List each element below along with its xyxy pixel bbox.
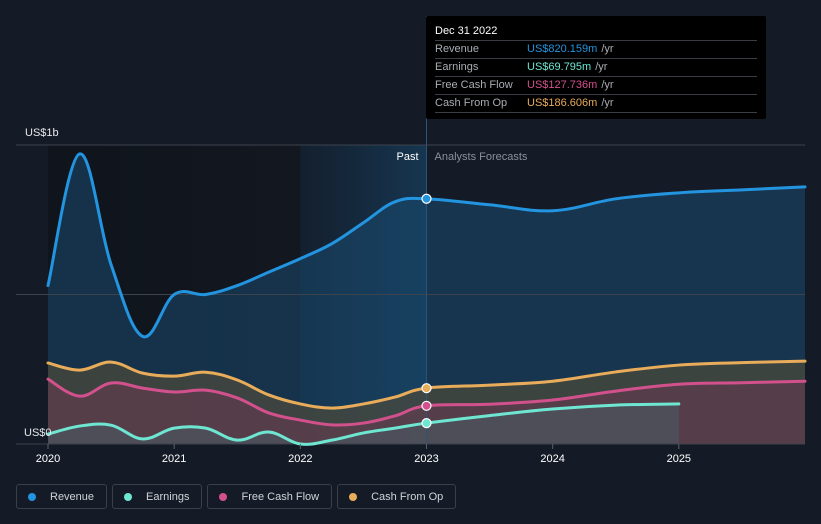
- earnings-dot-icon: [124, 492, 133, 501]
- revenue-line: [46, 152, 807, 339]
- tooltip-value: US$127.736m: [527, 79, 598, 91]
- legend-item-free-cash-flow[interactable]: Free Cash Flow: [207, 484, 333, 509]
- tooltip-value: US$820.159m: [527, 43, 598, 55]
- x-tick-label: 2024: [540, 453, 564, 465]
- free-cash-flow-marker: [421, 400, 432, 411]
- cash-from-op-dot-icon: [349, 492, 358, 501]
- legend-label: Free Cash Flow: [241, 490, 320, 503]
- tooltip-unit: /yr: [595, 61, 608, 73]
- earnings-area: [48, 403, 679, 445]
- tooltip-unit: /yr: [601, 43, 614, 55]
- tooltip-value: US$186.606m: [527, 97, 598, 109]
- tooltip: Dec 31 2022 Revenue US$820.159m /yr Earn…: [426, 16, 766, 119]
- legend-item-earnings[interactable]: Earnings: [112, 484, 203, 509]
- y-tick-label-bottom: US$0: [24, 427, 52, 439]
- tooltip-unit: /yr: [601, 79, 614, 91]
- tooltip-label: Cash From Op: [435, 97, 508, 109]
- tooltip-row-revenue: Revenue US$820.159m /yr: [435, 41, 757, 59]
- x-tick-label: 2025: [667, 453, 691, 465]
- x-tick-label: 2020: [36, 453, 60, 465]
- earnings-marker: [421, 418, 432, 429]
- revenue-dot-icon: [28, 492, 36, 501]
- legend-item-cash-from-op[interactable]: Cash From Op: [337, 484, 457, 509]
- tooltip-row-earnings: Earnings US$69.795m /yr: [435, 59, 757, 77]
- legend: Revenue Earnings Free Cash Flow Cash Fro…: [16, 484, 457, 509]
- forecast-region-label: Analysts Forecasts: [435, 151, 528, 163]
- cash-from-op-marker: [421, 383, 432, 394]
- free-cash-flow-dot-icon: [219, 492, 228, 501]
- legend-label: Cash From Op: [371, 490, 444, 503]
- free-cash-flow-line: [46, 377, 807, 427]
- revenue-marker: [421, 193, 432, 204]
- y-tick-label-top: US$1b: [25, 127, 59, 139]
- past-region-label: Past: [396, 151, 418, 163]
- x-tick-label: 2023: [414, 453, 438, 465]
- cash-from-op-line: [46, 359, 807, 410]
- legend-label: Revenue: [50, 490, 95, 503]
- tooltip-row-free-cash-flow: Free Cash Flow US$127.736m /yr: [435, 77, 757, 95]
- tooltip-label: Revenue: [435, 43, 480, 55]
- tooltip-row-cash-from-op: Cash From Op US$186.606m /yr: [435, 95, 757, 113]
- tooltip-value: US$69.795m: [527, 61, 592, 73]
- x-tick-label: 2022: [288, 453, 312, 465]
- tooltip-unit: /yr: [601, 97, 614, 109]
- tooltip-label: Earnings: [435, 61, 479, 73]
- tooltip-date: Dec 31 2022: [435, 23, 757, 41]
- legend-item-revenue[interactable]: Revenue: [16, 484, 108, 509]
- legend-label: Earnings: [146, 490, 190, 503]
- tooltip-label: Free Cash Flow: [435, 79, 513, 91]
- x-tick-label: 2021: [162, 453, 186, 465]
